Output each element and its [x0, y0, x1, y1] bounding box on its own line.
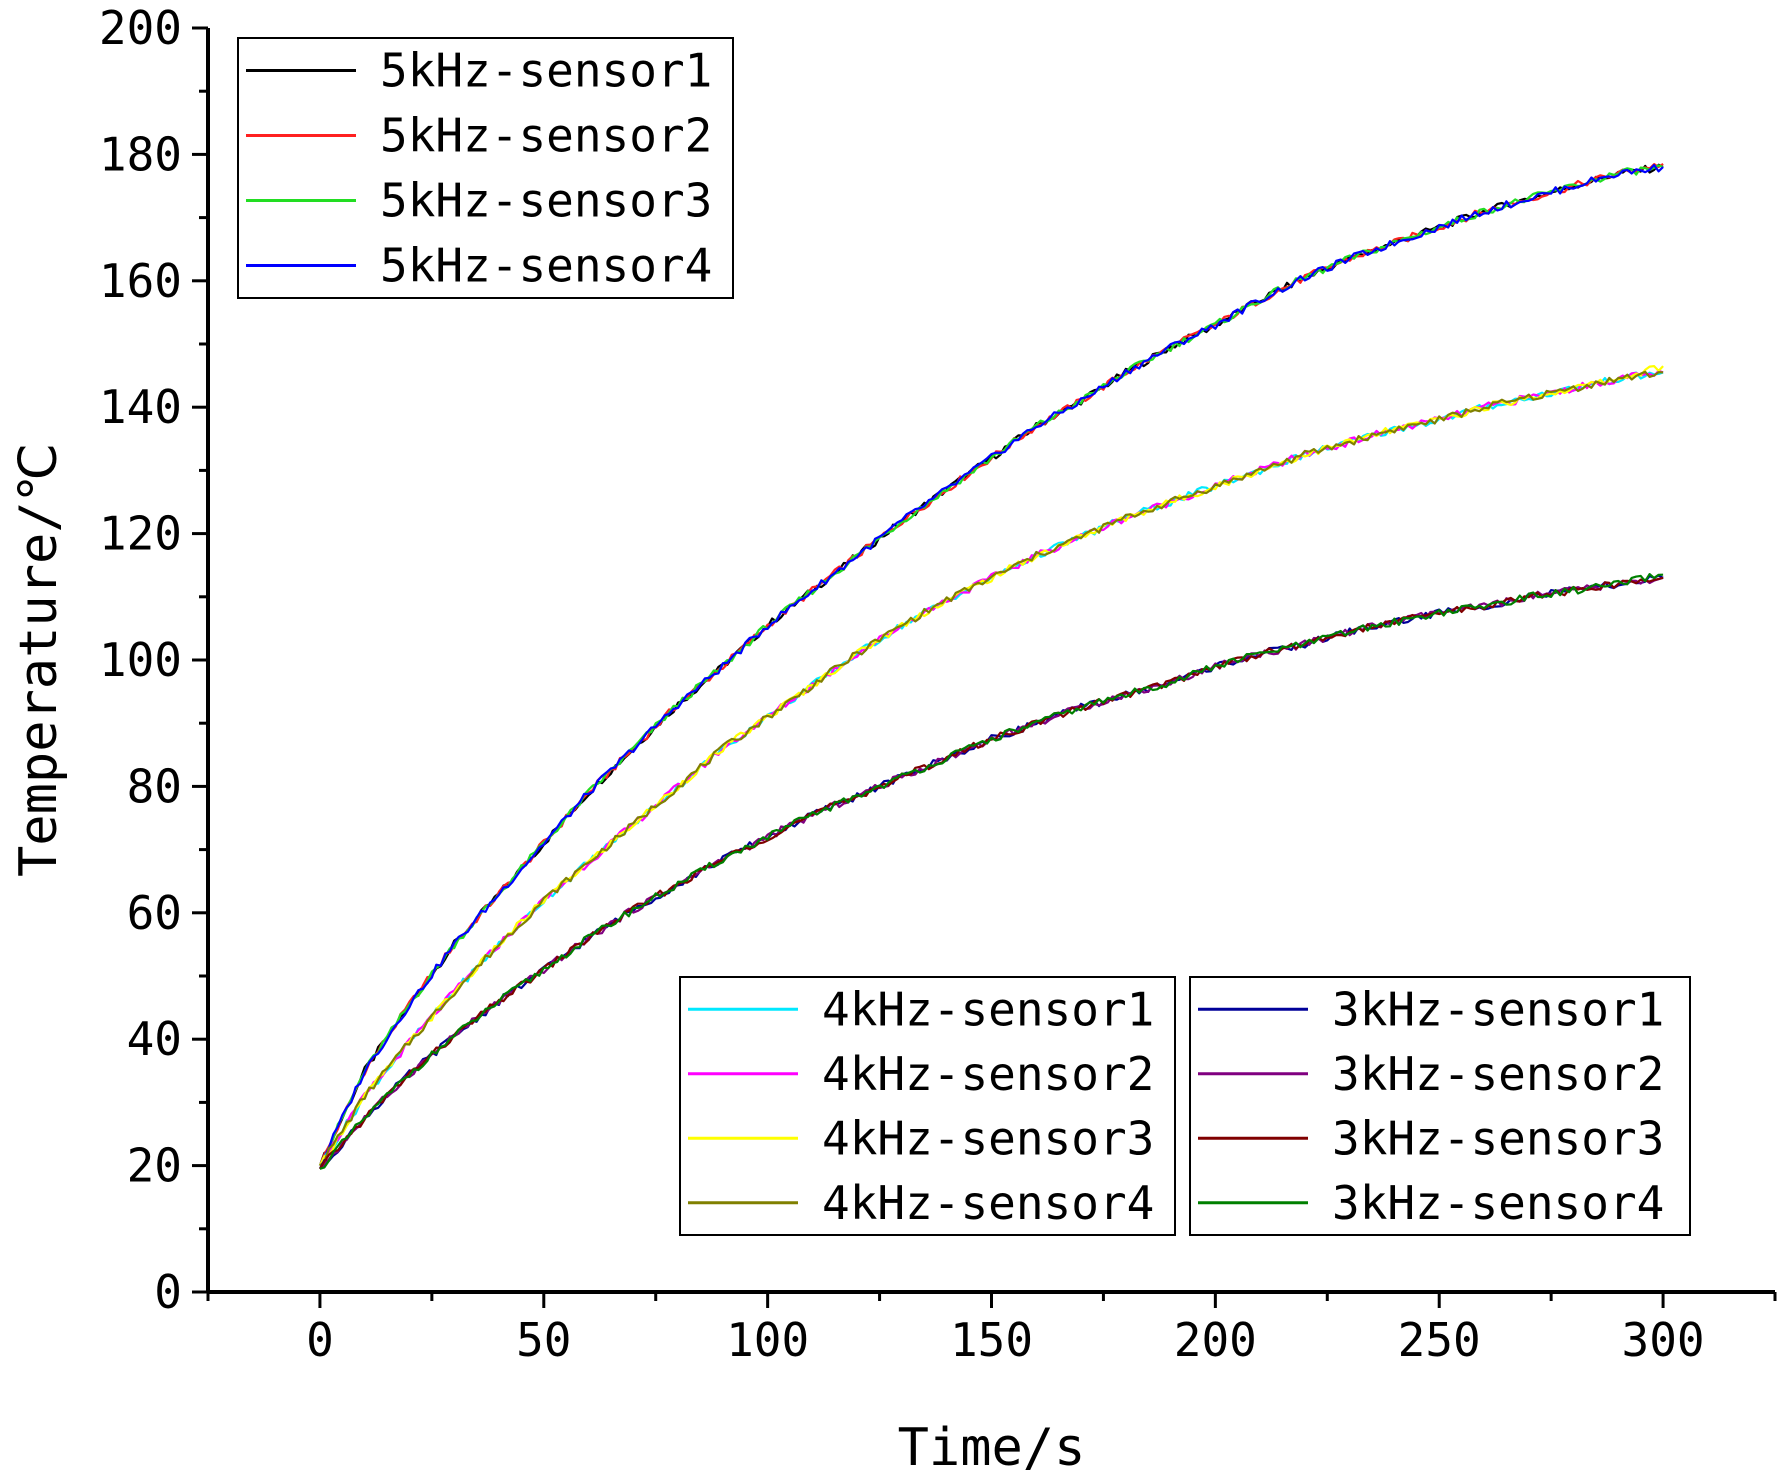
legend-label: 5kHz-sensor3: [380, 174, 712, 228]
legend-label: 4kHz-sensor1: [822, 982, 1154, 1036]
y-tick-label: 200: [99, 1, 182, 55]
x-axis-title: Time/s: [898, 1418, 1086, 1478]
legend-label: 4kHz-sensor4: [822, 1176, 1154, 1230]
y-tick-label: 40: [127, 1012, 182, 1066]
legend-label: 5kHz-sensor1: [380, 44, 712, 98]
series-layer: [318, 162, 1664, 1170]
legend-label: 4kHz-sensor3: [822, 1111, 1154, 1165]
x-axis-ticks: 0 50 100 150 200 250 300: [206, 1292, 1777, 1367]
x-tick-label: 0: [306, 1313, 334, 1367]
x-tick-label: 50: [516, 1313, 571, 1367]
y-tick-label: 160: [99, 254, 182, 308]
plot-area: [318, 162, 1664, 1170]
legend-label: 3kHz-sensor2: [1332, 1047, 1664, 1101]
legend-label: 5kHz-sensor4: [380, 239, 712, 293]
axes: 0 50 100 150 200 250 300 0 20 40 60 80 100 120 140 160…: [99, 1, 1777, 1367]
y-axis-ticks: 0 20 40 60 80 100 120 140 160 180 200: [99, 1, 208, 1319]
y-tick-label: 140: [99, 380, 182, 434]
x-tick-label: 100: [726, 1313, 809, 1367]
legends: 5kHz-sensor1 5kHz-sensor2 5kHz-sensor3 5kHz…: [237, 37, 1691, 1236]
legend-label: 3kHz-sensor3: [1332, 1111, 1664, 1165]
y-tick-label: 60: [127, 886, 182, 940]
legend-label: 4kHz-sensor2: [822, 1047, 1154, 1101]
series-line-3kHz-sensor4: [319, 573, 1664, 1170]
legend-bottom-center: 4kHz-sensor1 4kHz-sensor2 4kHz-sensor3 4kHz…: [679, 976, 1176, 1236]
legend-label: 3kHz-sensor4: [1332, 1176, 1664, 1230]
y-tick-label: 180: [99, 127, 182, 181]
y-tick-label: 120: [99, 507, 182, 561]
legend-box: [237, 37, 734, 299]
x-tick-label: 300: [1622, 1313, 1705, 1367]
series-line-4kHz-sensor4: [319, 370, 1664, 1167]
y-tick-label: 20: [127, 1139, 182, 1193]
series-line-5kHz-sensor4: [318, 163, 1664, 1167]
legend-box: [1189, 976, 1691, 1236]
x-tick-label: 200: [1174, 1313, 1257, 1367]
x-tick-label: 250: [1398, 1313, 1481, 1367]
legend-bottom-right: 3kHz-sensor1 3kHz-sensor2 3kHz-sensor3 3kHz…: [1189, 976, 1691, 1236]
legend-top-left: 5kHz-sensor1 5kHz-sensor2 5kHz-sensor3 5kHz…: [237, 37, 734, 299]
legend-label: 3kHz-sensor1: [1332, 982, 1664, 1036]
x-tick-label: 150: [950, 1313, 1033, 1367]
series-line-5kHz-sensor3: [319, 164, 1664, 1167]
legend-box: [679, 976, 1176, 1236]
y-axis-title: Temperature/℃: [9, 443, 69, 877]
y-tick-label: 0: [154, 1265, 182, 1319]
legend-label: 5kHz-sensor2: [380, 109, 712, 163]
y-tick-label: 80: [127, 759, 182, 813]
y-tick-label: 100: [99, 633, 182, 687]
